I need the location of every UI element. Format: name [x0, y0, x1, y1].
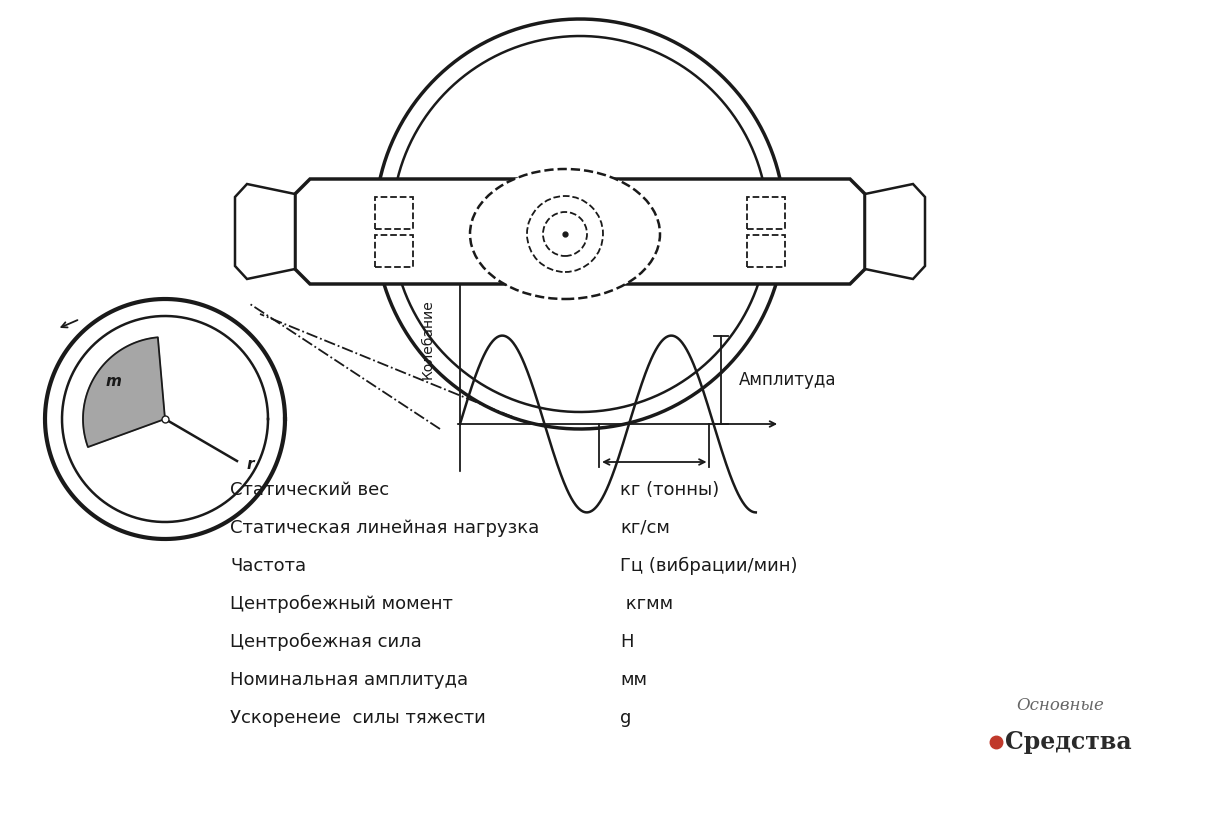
Text: кг (тонны): кг (тонны)	[620, 481, 720, 499]
Text: Средства: Средства	[1005, 730, 1131, 754]
Text: m: m	[105, 374, 121, 388]
Polygon shape	[865, 184, 925, 279]
Text: g: g	[620, 709, 632, 727]
Bar	[747, 197, 784, 229]
Bar	[747, 235, 784, 267]
Polygon shape	[83, 337, 165, 447]
Text: Номинальная амплитуда: Номинальная амплитуда	[231, 671, 468, 689]
Text: Частота: Частота	[231, 557, 306, 575]
Polygon shape	[235, 184, 295, 279]
Text: кг/см: кг/см	[620, 519, 670, 537]
Text: кгмм: кгмм	[620, 595, 673, 613]
Text: Н: Н	[620, 633, 633, 651]
Text: Статическая линейная нагрузка: Статическая линейная нагрузка	[231, 519, 539, 537]
Text: мм: мм	[620, 671, 647, 689]
Text: r: r	[246, 457, 255, 472]
Text: Основные: Основные	[1016, 698, 1104, 715]
Ellipse shape	[470, 169, 660, 299]
Text: Статический вес: Статический вес	[231, 481, 389, 499]
Circle shape	[543, 212, 587, 256]
Bar	[375, 235, 414, 267]
Bar	[375, 197, 414, 229]
Text: Гц (вибрации/мин): Гц (вибрации/мин)	[620, 557, 798, 575]
Text: Центробежная сила: Центробежная сила	[231, 632, 422, 651]
Polygon shape	[295, 179, 865, 284]
Text: Ускоренеие  силы тяжести: Ускоренеие силы тяжести	[231, 709, 486, 727]
Text: Центробежный момент: Центробежный момент	[231, 595, 453, 613]
Text: Амплитуда: Амплитуда	[739, 371, 837, 389]
Text: Колебание: Колебание	[421, 299, 436, 379]
